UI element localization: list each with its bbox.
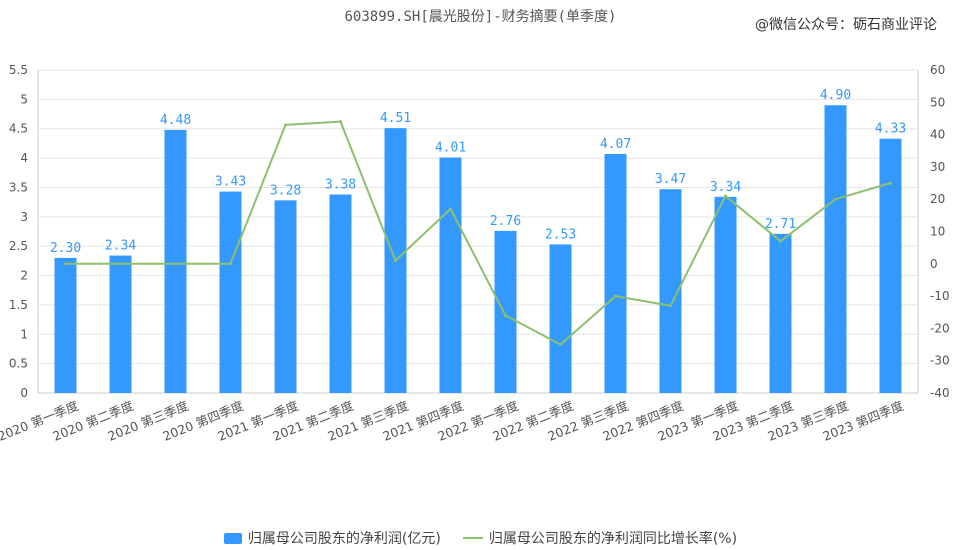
legend-item-bar[interactable]: 归属母公司股东的净利润(亿元) bbox=[223, 528, 441, 548]
legend-swatch-line bbox=[462, 537, 483, 539]
line-point bbox=[889, 181, 892, 185]
bar bbox=[494, 230, 517, 393]
y-left-tick-label: 1.5 bbox=[9, 298, 28, 312]
bar-value-label: 4.33 bbox=[875, 122, 906, 137]
line-point bbox=[119, 262, 122, 266]
bar-value-label: 2.53 bbox=[545, 227, 576, 242]
y-right-tick-label: 0 bbox=[930, 257, 938, 271]
line-point bbox=[779, 239, 782, 243]
line-point bbox=[449, 207, 452, 211]
legend-label-line: 归属母公司股东的净利润同比增长率(%) bbox=[488, 531, 738, 547]
bar bbox=[549, 244, 572, 393]
y-right-tick-label: 20 bbox=[930, 192, 945, 206]
y-left-tick-label: 1 bbox=[20, 327, 28, 341]
y-left-tick-label: 0.5 bbox=[9, 357, 28, 371]
bar-value-label: 3.38 bbox=[325, 178, 356, 193]
legend-swatch-bar bbox=[223, 532, 242, 544]
bar bbox=[439, 157, 462, 393]
line-point bbox=[64, 262, 67, 266]
line-point bbox=[614, 294, 617, 298]
line-point bbox=[174, 262, 177, 266]
line-point bbox=[559, 343, 562, 347]
bar bbox=[769, 233, 792, 393]
line-point bbox=[229, 262, 232, 266]
bar bbox=[219, 191, 242, 393]
line-point bbox=[394, 259, 397, 263]
bar-value-label: 2.34 bbox=[105, 239, 136, 254]
y-left-tick-label: 4.5 bbox=[9, 122, 28, 136]
y-left-tick-label: 4 bbox=[20, 151, 28, 165]
bar bbox=[329, 194, 352, 393]
bar-value-label: 2.30 bbox=[50, 241, 81, 256]
line-point bbox=[284, 123, 287, 127]
growth-rate-line bbox=[65, 120, 891, 346]
y-left-tick-label: 5 bbox=[20, 92, 28, 106]
bar bbox=[274, 200, 297, 393]
watermark: @微信公众号：砺石商业评论 bbox=[755, 17, 937, 33]
line-point bbox=[669, 304, 672, 308]
line-point bbox=[339, 120, 342, 124]
y-right-tick-label: -10 bbox=[930, 289, 950, 303]
legend: 归属母公司股东的净利润(亿元) 归属母公司股东的净利润同比增长率(%) bbox=[0, 528, 961, 548]
bar-value-label: 4.07 bbox=[600, 137, 631, 152]
bar-value-label: 3.47 bbox=[655, 172, 686, 187]
bar bbox=[164, 129, 187, 393]
y-left-tick-label: 0 bbox=[20, 386, 28, 400]
bar bbox=[109, 255, 132, 393]
y-right-tick-label: 30 bbox=[930, 160, 945, 174]
bar-value-label: 2.76 bbox=[490, 214, 521, 229]
y-left-tick-label: 5.5 bbox=[9, 63, 28, 77]
bar-value-label: 3.34 bbox=[710, 180, 741, 195]
y-right-tick-label: 50 bbox=[930, 95, 945, 109]
bar bbox=[604, 153, 627, 393]
bar bbox=[54, 257, 77, 393]
y-right-tick-label: -20 bbox=[930, 321, 950, 335]
bar-value-label: 4.51 bbox=[380, 111, 411, 126]
y-right-tick-label: 60 bbox=[930, 63, 945, 77]
line-point bbox=[834, 197, 837, 201]
bar-value-label: 4.48 bbox=[160, 113, 191, 128]
y-left-tick-label: 2.5 bbox=[9, 239, 28, 253]
bar-value-label: 3.28 bbox=[270, 183, 301, 198]
bar-value-label: 3.43 bbox=[215, 175, 246, 190]
y-right-tick-label: 40 bbox=[930, 128, 945, 142]
line-point bbox=[724, 194, 727, 198]
bar bbox=[824, 105, 847, 394]
legend-label-bar: 归属母公司股东的净利润(亿元) bbox=[247, 531, 441, 547]
y-right-tick-label: -30 bbox=[930, 354, 950, 368]
y-right-tick-label: -40 bbox=[930, 386, 950, 400]
chart-title: 603899.SH[晨光股份]-财务摘要(单季度) bbox=[344, 9, 617, 25]
y-left-tick-label: 3.5 bbox=[9, 180, 28, 194]
bar-value-label: 4.90 bbox=[820, 88, 851, 103]
y-right-tick-label: 10 bbox=[930, 225, 945, 239]
bar bbox=[659, 189, 682, 393]
y-left-tick-label: 3 bbox=[20, 210, 28, 224]
bar bbox=[879, 138, 902, 393]
bar-value-label: 2.71 bbox=[765, 217, 796, 232]
line-point bbox=[504, 313, 507, 317]
legend-item-line[interactable]: 归属母公司股东的净利润同比增长率(%) bbox=[462, 528, 738, 548]
bar bbox=[714, 196, 737, 393]
y-left-tick-label: 2 bbox=[20, 269, 28, 283]
bar-value-label: 4.01 bbox=[435, 141, 466, 156]
